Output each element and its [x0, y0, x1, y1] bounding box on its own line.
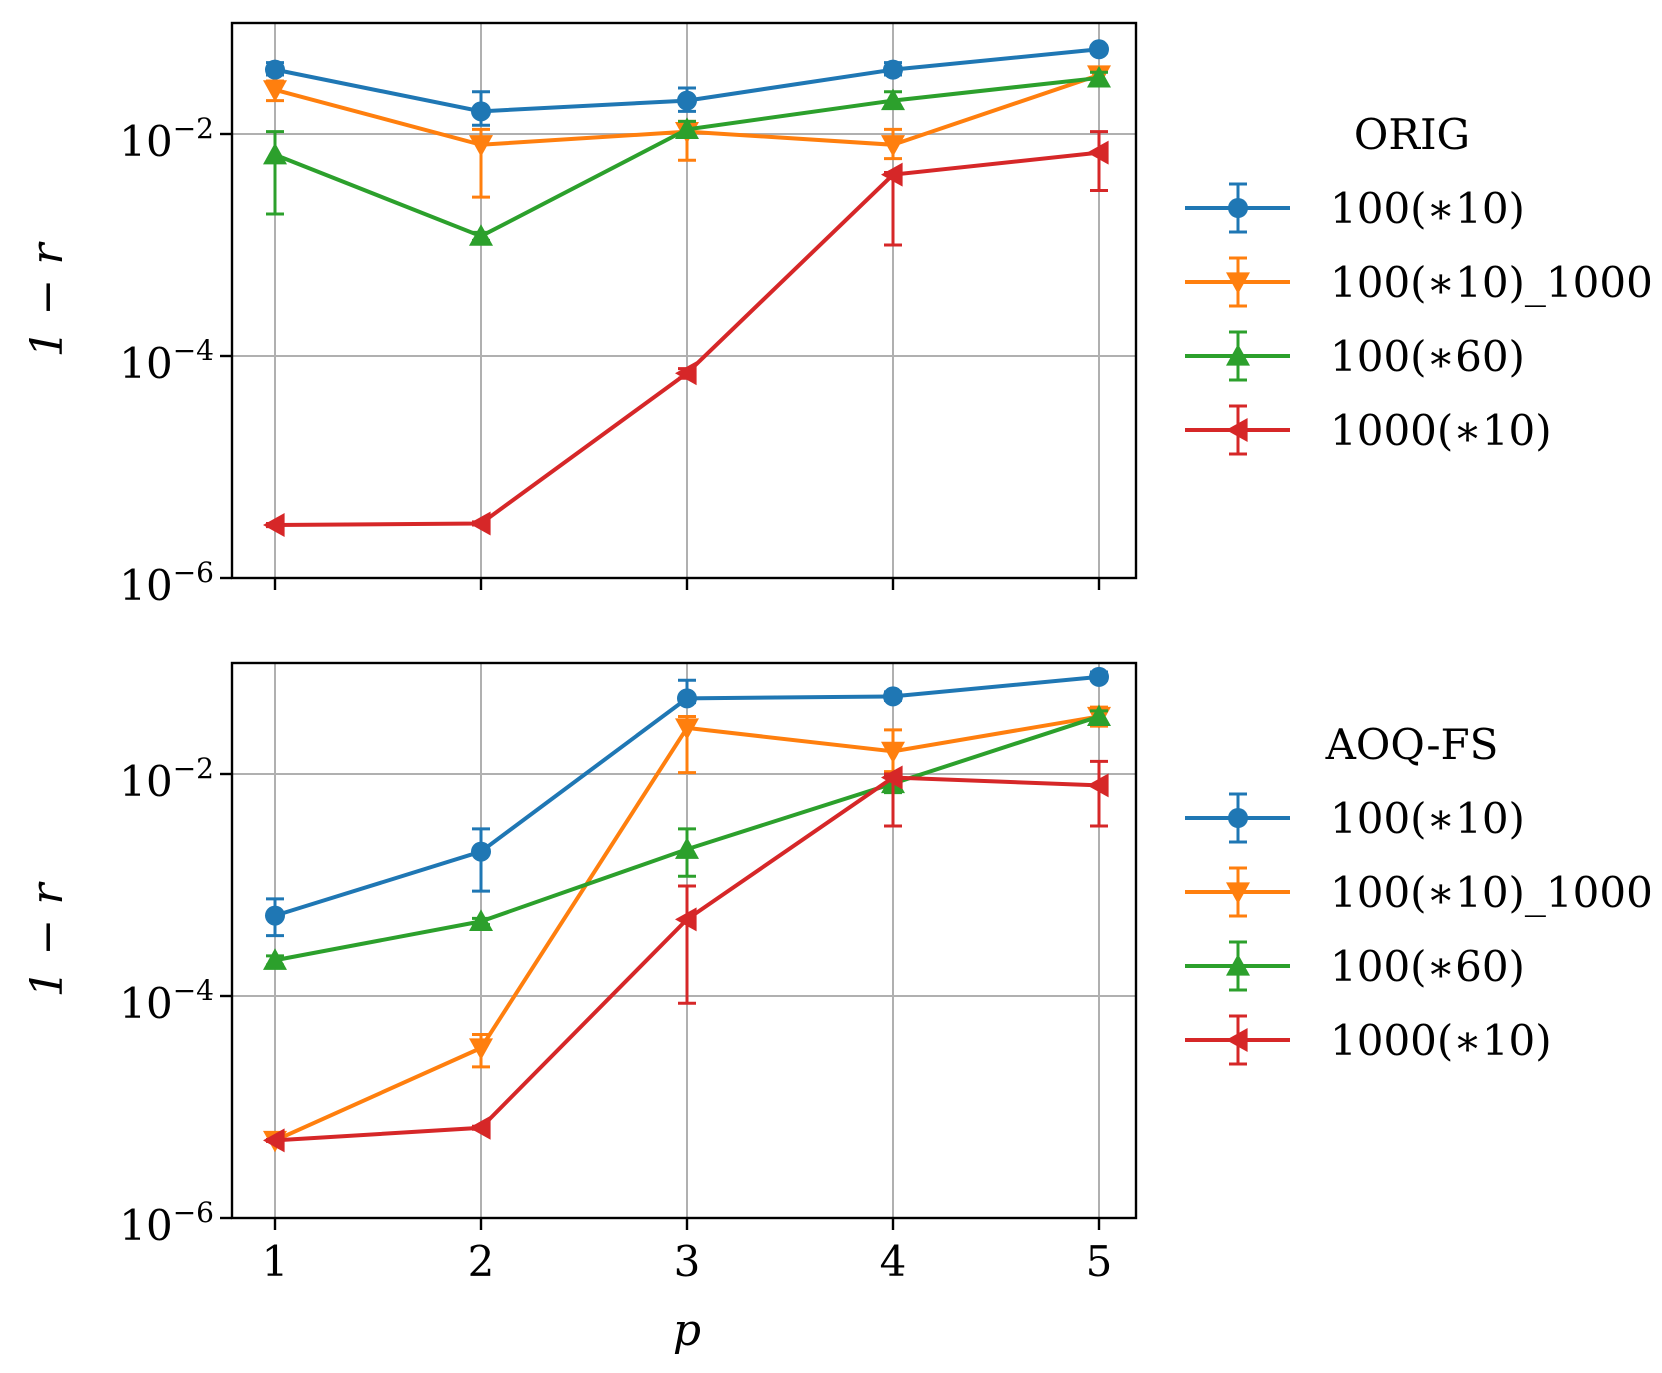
legend-item: 100(∗10): [1185, 182, 1525, 234]
data-point: [881, 88, 905, 111]
legend-label: 100(∗10): [1330, 184, 1525, 233]
axes-frame: [230, 661, 1138, 1220]
panel-1: 10−6 10−4 10−2 1 − r ORIG 100(∗10) 100(∗10)_10…: [22, 21, 1653, 610]
data-point: [675, 907, 697, 932]
legend-item: 100(∗60): [1185, 330, 1525, 382]
legend-marker: [1228, 198, 1248, 218]
series-3: [263, 65, 1111, 246]
legend-item: 100(∗60): [1185, 940, 1525, 992]
series-1: [265, 666, 1109, 938]
data-point: [1089, 666, 1109, 687]
data-point: [675, 718, 699, 740]
legend-item: 100(∗10)_1000: [1185, 866, 1653, 918]
legend-item: 100(∗10): [1185, 792, 1525, 844]
legend-label: 100(∗60): [1330, 942, 1525, 991]
data-point: [263, 948, 287, 970]
legend-label: 100(∗10)_1000: [1330, 868, 1653, 917]
legend-marker: [1226, 1028, 1248, 1052]
data-point: [881, 765, 903, 790]
data-point: [469, 1115, 491, 1140]
data-point: [881, 135, 905, 157]
y-tick-label: 10−4: [119, 334, 214, 388]
data-point: [263, 1128, 285, 1153]
legend-title: ORIG: [1354, 110, 1470, 159]
data-point: [265, 905, 285, 926]
y-axis-label: 1 − r: [22, 241, 73, 358]
legend-item: 100(∗10)_1000: [1185, 256, 1653, 308]
legend-label: 100(∗10)_1000: [1330, 258, 1653, 307]
data-point: [263, 513, 285, 538]
axes-frame: [230, 21, 1138, 580]
y-tick-label: 10−4: [119, 974, 214, 1028]
data-point: [677, 688, 697, 709]
legend-label: 1000(∗10): [1330, 406, 1552, 455]
data-point: [265, 59, 285, 80]
data-point: [881, 741, 905, 764]
legend-item: 1000(∗10): [1185, 1014, 1552, 1066]
legend-marker: [1228, 808, 1248, 828]
series-4: [263, 130, 1109, 538]
data-point: [469, 135, 493, 157]
data-point: [677, 90, 697, 111]
data-point: [675, 837, 699, 859]
series-4: [263, 759, 1109, 1153]
legend-item: 1000(∗10): [1185, 404, 1552, 456]
x-tick-label: 1: [262, 1237, 289, 1286]
data-point: [1087, 704, 1111, 727]
x-axis-label: p: [673, 1305, 701, 1356]
legend-marker: [1226, 418, 1248, 442]
legend-label: 100(∗10): [1330, 794, 1525, 843]
data-point: [1087, 140, 1109, 165]
legend-marker: [1226, 272, 1250, 294]
x-tick-label: 5: [1086, 1237, 1113, 1286]
data-point: [675, 117, 699, 140]
data-point: [1087, 65, 1111, 88]
y-tick-label: 10−6: [119, 556, 214, 610]
data-point: [1087, 773, 1109, 798]
y-axis-label: 1 − r: [22, 881, 73, 998]
panel-2: 1 2 3 4 5 10−6 10−4 10−2 1 − r p AOQ-FS 100(∗10) 100…: [22, 661, 1653, 1356]
x-tick-label: 3: [674, 1237, 701, 1286]
data-point: [469, 224, 493, 246]
data-point: [883, 686, 903, 707]
y-tick-label: 10−6: [119, 1196, 214, 1250]
data-point: [263, 142, 287, 165]
data-point: [883, 59, 903, 80]
series-1: [265, 39, 1109, 127]
data-point: [263, 80, 287, 102]
legend-label: 100(∗60): [1330, 332, 1525, 381]
legend: ORIG 100(∗10) 100(∗10)_1000 100(∗60) 1000(∗1…: [1185, 110, 1653, 456]
data-point: [881, 162, 903, 187]
data-point: [471, 841, 491, 862]
y-tick-label: 10−2: [119, 112, 214, 166]
data-point: [675, 361, 697, 386]
y-tick-label: 10−2: [119, 752, 214, 806]
x-tick-label: 4: [880, 1237, 907, 1286]
series-3: [263, 704, 1111, 970]
data-point: [469, 1038, 493, 1061]
legend: AOQ-FS 100(∗10) 100(∗10)_1000 100(∗60) 1000(…: [1185, 720, 1653, 1066]
legend-label: 1000(∗10): [1330, 1016, 1552, 1065]
legend-marker: [1226, 954, 1250, 976]
data-point: [469, 511, 491, 536]
data-point: [471, 101, 491, 122]
data-point: [1089, 39, 1109, 60]
data-point: [469, 909, 493, 931]
x-tick-label: 2: [468, 1237, 495, 1286]
legend-marker: [1226, 882, 1250, 904]
legend-title: AOQ-FS: [1325, 720, 1499, 769]
legend-marker: [1226, 344, 1250, 366]
